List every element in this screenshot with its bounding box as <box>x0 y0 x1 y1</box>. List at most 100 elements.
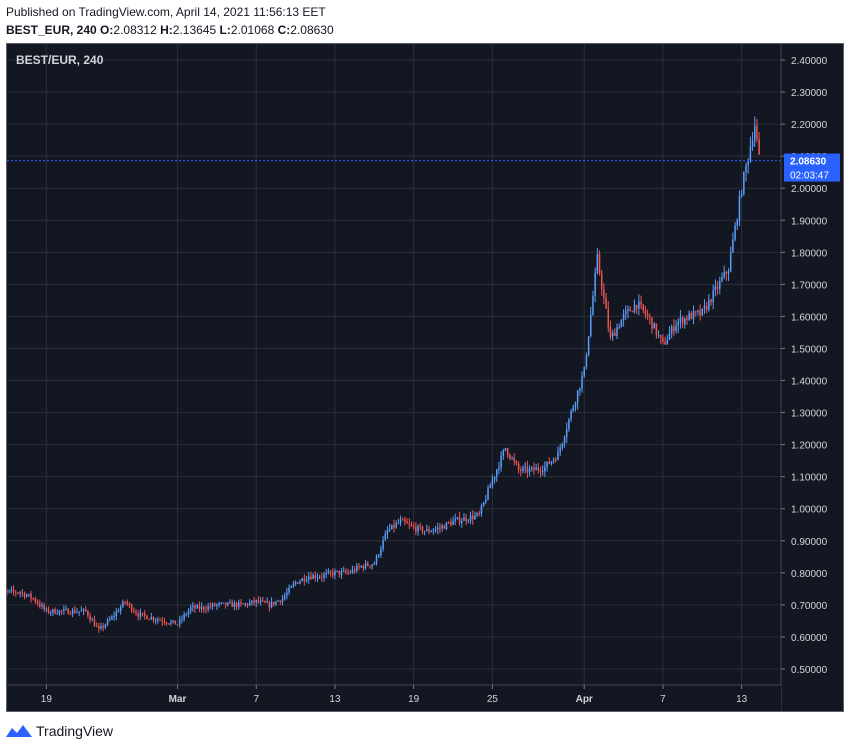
candle-down <box>137 613 139 617</box>
candle-down <box>329 571 332 573</box>
candle-down <box>141 612 144 614</box>
candle-down <box>124 601 126 603</box>
candle-down <box>253 600 255 603</box>
candle-up <box>45 608 48 610</box>
candle-down <box>332 572 334 576</box>
candle-down <box>609 327 612 337</box>
close-value: 2.08630 <box>290 23 334 37</box>
candle-up <box>495 469 498 477</box>
candle-up <box>583 366 585 377</box>
candle-up <box>192 605 194 608</box>
candle-up <box>360 565 362 567</box>
candle-up <box>633 304 636 312</box>
brand-name: TradingView <box>36 723 114 739</box>
candle-down <box>664 341 666 345</box>
candle-up <box>432 530 435 532</box>
candle-up <box>395 523 397 528</box>
candle-down <box>646 314 649 317</box>
candle-up <box>82 609 85 611</box>
candle-down <box>347 572 349 574</box>
candle-down <box>43 605 45 610</box>
countdown-label: 02:03:47 <box>790 171 829 182</box>
candle-up <box>349 572 352 574</box>
time-tick-label: 19 <box>41 694 53 705</box>
candle-up <box>318 577 321 579</box>
candle-up <box>19 592 21 594</box>
candle-down <box>517 463 520 470</box>
candle-up <box>570 410 572 420</box>
candle-up <box>187 610 190 615</box>
candle-down <box>362 565 365 569</box>
candle-up <box>576 390 579 403</box>
candle-up <box>154 620 157 622</box>
time-tick-label: 7 <box>253 694 259 705</box>
candle-down <box>401 519 404 521</box>
candle-up <box>587 336 590 356</box>
last-price-label: 2.08630 <box>790 157 827 168</box>
candle-down <box>642 304 645 311</box>
candle-down <box>14 591 17 593</box>
candle-up <box>237 602 240 607</box>
candle-up <box>474 515 476 520</box>
candle-up <box>445 522 448 529</box>
candle-up <box>211 603 214 607</box>
candle-up <box>336 570 338 572</box>
candle-up <box>572 407 575 411</box>
candle-up <box>500 455 502 468</box>
candle-down <box>471 515 474 520</box>
candle-up <box>712 290 714 303</box>
candle-up <box>480 505 483 514</box>
candle-up <box>563 437 566 444</box>
candle-up <box>751 140 754 147</box>
candle-up <box>292 583 295 587</box>
candle-down <box>36 601 39 604</box>
candle-up <box>670 326 673 334</box>
candle-up <box>491 479 494 486</box>
time-tick-label: 19 <box>408 694 420 705</box>
candle-up <box>461 520 463 524</box>
candle-down <box>34 598 37 602</box>
candle-down <box>148 619 150 621</box>
candle-up <box>277 600 279 602</box>
open-value: 2.08312 <box>113 23 157 37</box>
candle-down <box>635 304 638 309</box>
low-value: 2.01068 <box>230 23 275 37</box>
candle-down <box>598 254 601 274</box>
candle-down <box>231 602 233 607</box>
candle-down <box>408 523 411 525</box>
candle-down <box>198 605 201 609</box>
candle-up <box>229 602 231 604</box>
candle-up <box>668 333 671 340</box>
candle-up <box>581 376 583 389</box>
candle-up <box>340 570 343 575</box>
price-tick-label: 1.20000 <box>791 441 828 452</box>
price-chart[interactable]: 0.50000 0.60000 0.70000 0.80000 0.90000 1.000… <box>7 44 843 711</box>
candle-down <box>515 461 518 464</box>
candle-up <box>745 165 747 173</box>
candle-up <box>522 467 524 471</box>
candle-up <box>620 319 623 328</box>
candle-up <box>100 626 102 629</box>
candle-up <box>747 160 749 166</box>
candle-up <box>679 317 682 322</box>
candle-down <box>410 524 413 526</box>
candle-down <box>673 326 675 332</box>
candle-down <box>87 610 89 616</box>
candle-up <box>106 619 109 625</box>
chart-panel[interactable]: 0.50000 0.60000 0.70000 0.80000 0.90000 1.000… <box>6 43 844 712</box>
candle-up <box>743 172 745 194</box>
candle-up <box>65 609 67 611</box>
candle-down <box>47 608 50 613</box>
candle-up <box>384 534 387 541</box>
candle-down <box>128 603 131 605</box>
candle-up <box>172 620 174 622</box>
candle-up <box>56 613 59 615</box>
time-axis-bg <box>7 685 781 711</box>
candle-up <box>723 271 725 278</box>
candle-up <box>476 513 478 516</box>
candle-up <box>312 575 314 579</box>
candle-up <box>622 313 625 320</box>
candle-down <box>458 517 461 524</box>
candle-down <box>310 576 312 579</box>
candle-up <box>423 531 426 533</box>
